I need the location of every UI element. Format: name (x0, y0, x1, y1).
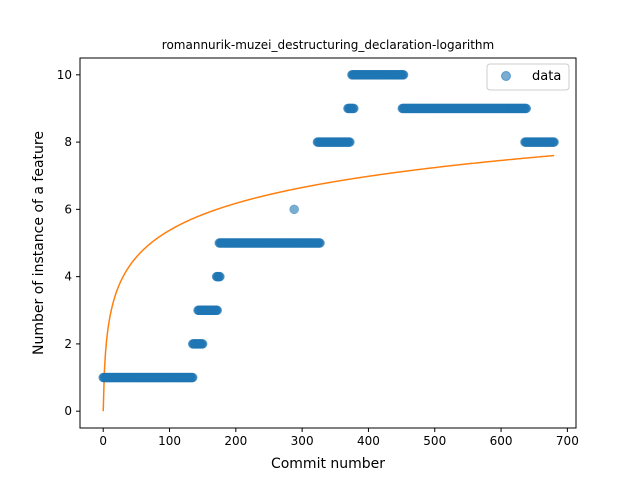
y-axis: 0 2 4 6 8 10 (57, 68, 80, 418)
x-tick-label: 600 (490, 434, 513, 448)
y-tick-label: 10 (57, 68, 72, 82)
plot-background (80, 58, 576, 428)
data-point (345, 137, 355, 147)
x-tick-label: 200 (224, 434, 247, 448)
y-tick-label: 4 (64, 270, 72, 284)
data-point (197, 339, 208, 349)
data-point (398, 70, 409, 80)
data-point (187, 372, 198, 383)
data-point (289, 204, 299, 215)
legend-box (486, 63, 570, 91)
legend-marker-data (501, 71, 511, 81)
y-tick-label: 0 (64, 404, 72, 418)
x-tick-label: 100 (158, 434, 181, 448)
line-layer (102, 154, 555, 412)
x-axis-title: Commit number (271, 456, 385, 472)
point-layer (98, 70, 559, 383)
x-tick-label: 700 (556, 434, 579, 448)
y-tick-label: 8 (64, 135, 72, 149)
x-tick-label: 0 (99, 434, 107, 448)
x-axis: 0 100 200 300 400 500 600 700 (99, 428, 579, 448)
x-tick-label: 400 (357, 434, 380, 448)
data-point (549, 137, 559, 147)
chart-title: romannurik-muzei_destructuring_declarati… (162, 38, 494, 52)
data-point (521, 103, 532, 114)
y-tick-label: 6 (64, 202, 72, 216)
legend-label-data: data (532, 69, 561, 84)
data-point (349, 103, 359, 114)
plot-area (79, 57, 577, 429)
y-tick-label: 2 (64, 337, 72, 351)
legend: data (486, 63, 570, 91)
data-point (315, 238, 325, 248)
y-axis-title: Number of instance of a feature (31, 131, 47, 355)
fit-curve (102, 154, 555, 412)
plot-frame (79, 57, 577, 429)
x-tick-label: 300 (291, 434, 314, 448)
data-point (215, 271, 225, 282)
data-point (212, 305, 223, 316)
x-tick-label: 500 (423, 434, 446, 448)
